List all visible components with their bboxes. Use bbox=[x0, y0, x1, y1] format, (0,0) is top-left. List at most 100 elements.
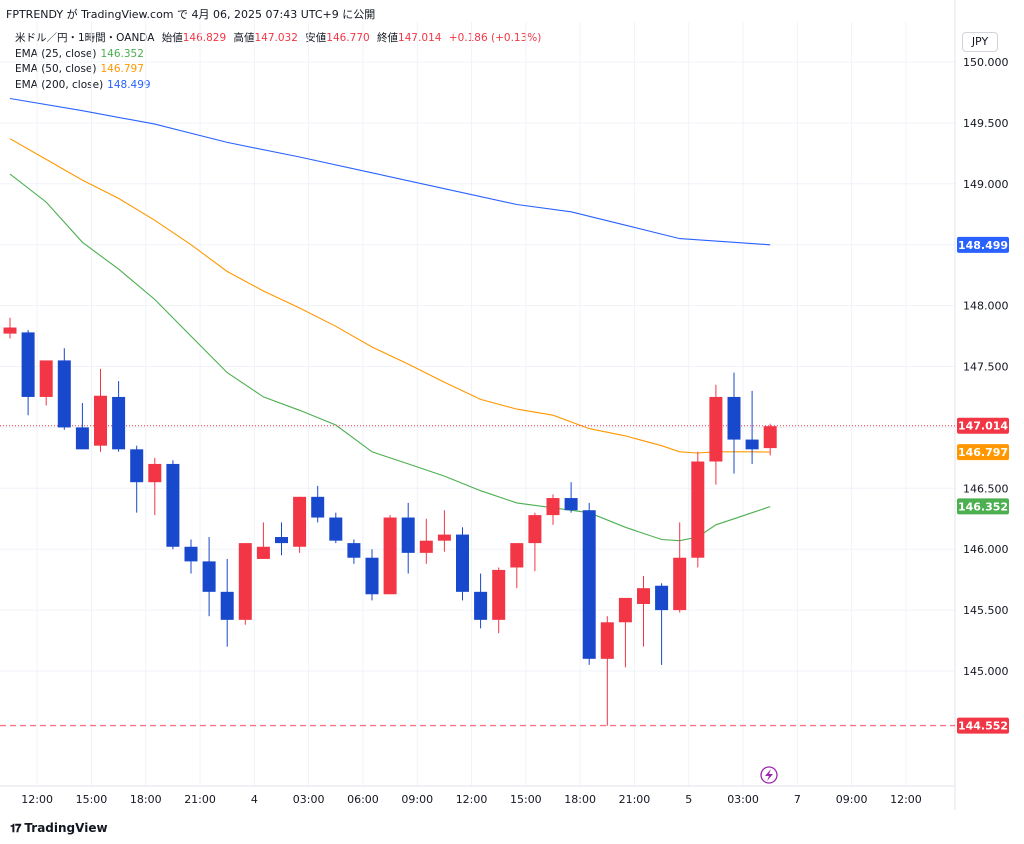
price-tick-label: 147.500 bbox=[963, 361, 1009, 374]
candle-body[interactable] bbox=[166, 463, 180, 547]
price-tick-label: 150.000 bbox=[963, 56, 1009, 69]
candle-body[interactable] bbox=[311, 496, 325, 518]
price-tick-label: 146.500 bbox=[963, 482, 1009, 495]
price-label-text: 148.499 bbox=[958, 239, 1008, 252]
ema25-value: 146.352 bbox=[100, 47, 144, 60]
ema50-label: EMA (50, close) bbox=[15, 63, 97, 75]
time-tick-label: 12:00 bbox=[890, 793, 922, 806]
candle-body[interactable] bbox=[419, 540, 433, 553]
time-tick-label: 21:00 bbox=[184, 793, 216, 806]
candle-body[interactable] bbox=[202, 561, 216, 592]
candle-body[interactable] bbox=[365, 557, 379, 595]
time-tick-label: 4 bbox=[251, 793, 258, 806]
candle-body[interactable] bbox=[130, 449, 144, 483]
candle-body[interactable] bbox=[293, 496, 307, 547]
price-label-badge bbox=[957, 444, 1009, 461]
candle-body[interactable] bbox=[383, 517, 397, 595]
candle-body[interactable] bbox=[528, 515, 542, 544]
time-tick-label: 06:00 bbox=[347, 793, 379, 806]
publish-header: FPTRENDY が TradingView.com で 4月 06, 2025… bbox=[6, 8, 376, 21]
time-tick-label: 09:00 bbox=[401, 793, 433, 806]
open-value: 146.829 bbox=[182, 32, 227, 44]
candle-body[interactable] bbox=[637, 588, 650, 605]
price-label-badge bbox=[957, 717, 1009, 734]
candle-body[interactable] bbox=[691, 461, 705, 558]
ema200-value: 148.499 bbox=[107, 78, 151, 91]
candle-body[interactable] bbox=[437, 534, 451, 541]
time-tick-label: 18:00 bbox=[130, 793, 162, 806]
candle-body[interactable] bbox=[673, 557, 687, 611]
candle-body[interactable] bbox=[148, 463, 162, 483]
candle-body[interactable] bbox=[75, 427, 89, 450]
time-tick-label: 15:00 bbox=[76, 793, 108, 806]
close-value: 147.014 bbox=[398, 32, 442, 44]
time-tick-label: 12:00 bbox=[456, 793, 488, 806]
lightning-icon-bolt bbox=[765, 769, 773, 781]
candle-body[interactable] bbox=[347, 543, 361, 558]
ema25-line bbox=[9, 173, 771, 542]
candle-body[interactable] bbox=[184, 546, 198, 562]
tv-mark-icon: 𝟏𝟕 bbox=[10, 822, 21, 835]
candle-body[interactable] bbox=[275, 537, 288, 544]
candle-body[interactable] bbox=[655, 585, 669, 611]
lightning-icon[interactable] bbox=[760, 766, 778, 784]
price-label-badge bbox=[957, 236, 1009, 253]
ema25-label: EMA (25, close) bbox=[15, 47, 97, 60]
candle-body[interactable] bbox=[256, 546, 270, 559]
price-label-badge bbox=[957, 417, 1009, 434]
ema50-row[interactable]: EMA (50, close) 146.797 bbox=[15, 62, 545, 78]
candle-body[interactable] bbox=[546, 498, 560, 516]
time-tick-label: 12:00 bbox=[21, 793, 53, 806]
candle-body[interactable] bbox=[564, 498, 578, 511]
ema200-line bbox=[9, 97, 771, 246]
candle-body[interactable] bbox=[238, 543, 252, 620]
candle-body[interactable] bbox=[600, 622, 614, 659]
candle-body[interactable] bbox=[57, 360, 71, 428]
currency-button[interactable]: JPY bbox=[962, 32, 998, 52]
footer-brand: TradingView bbox=[24, 821, 108, 835]
time-tick-label: 21:00 bbox=[619, 793, 651, 806]
time-tick-label: 7 bbox=[794, 793, 801, 806]
candle-body[interactable] bbox=[329, 517, 343, 541]
price-tick-label: 146.000 bbox=[963, 543, 1009, 556]
candle-body[interactable] bbox=[727, 396, 741, 440]
candle-body[interactable] bbox=[745, 439, 759, 450]
low-label: 安値 bbox=[305, 32, 327, 44]
low-value: 146.770 bbox=[326, 32, 370, 44]
time-tick-label: 03:00 bbox=[727, 793, 759, 806]
close-label: 終値 bbox=[377, 32, 399, 44]
price-label-text: 146.352 bbox=[958, 500, 1008, 513]
candle-body[interactable] bbox=[709, 396, 723, 462]
candle-body[interactable] bbox=[763, 426, 777, 449]
ema50-value: 146.797 bbox=[100, 63, 144, 75]
symbol-label[interactable]: 米ドル／円・1時間・OANDA bbox=[15, 32, 155, 44]
price-label-badge bbox=[957, 498, 1009, 515]
candle-body[interactable] bbox=[220, 591, 234, 620]
price-label-text: 146.797 bbox=[958, 446, 1008, 459]
price-tick-label: 145.500 bbox=[963, 604, 1009, 617]
candle-body[interactable] bbox=[3, 327, 17, 334]
time-tick-label: 18:00 bbox=[564, 793, 596, 806]
candle-body[interactable] bbox=[401, 517, 415, 553]
price-tick-label: 145.000 bbox=[963, 665, 1009, 678]
candle-body[interactable] bbox=[618, 597, 632, 623]
tradingview-logo: 𝟏𝟕 TradingView bbox=[10, 821, 108, 836]
open-label: 始値 bbox=[161, 32, 183, 44]
ema25-row[interactable]: EMA (25, close) 146.352 bbox=[15, 47, 545, 63]
candle-body[interactable] bbox=[112, 396, 126, 450]
price-label-text: 147.014 bbox=[958, 420, 1008, 433]
ohlc-row: 米ドル／円・1時間・OANDA 始値146.829 高値147.032 安値14… bbox=[15, 31, 545, 47]
candle-body[interactable] bbox=[510, 543, 524, 568]
candle-body[interactable] bbox=[582, 510, 596, 659]
candle-body[interactable] bbox=[474, 591, 488, 620]
candle-body[interactable] bbox=[39, 360, 53, 397]
time-tick-label: 15:00 bbox=[510, 793, 542, 806]
price-tick-label: 148.000 bbox=[963, 300, 1009, 313]
high-label: 高値 bbox=[233, 32, 255, 44]
candle-body[interactable] bbox=[94, 395, 107, 446]
candle-body[interactable] bbox=[21, 332, 35, 397]
candle-body[interactable] bbox=[492, 569, 506, 620]
time-tick-label: 5 bbox=[685, 793, 692, 806]
candle-body[interactable] bbox=[456, 534, 469, 592]
